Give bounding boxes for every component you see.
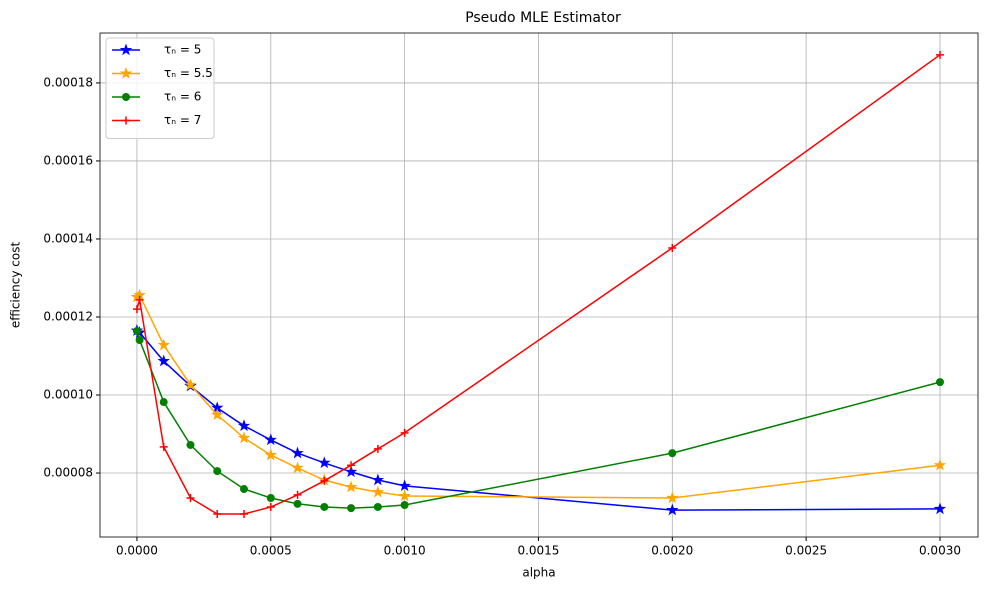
marker bbox=[933, 458, 947, 471]
marker bbox=[320, 502, 329, 511]
y-tick-label: 0.00012 bbox=[43, 309, 93, 323]
legend-marker bbox=[119, 43, 133, 56]
marker bbox=[344, 480, 358, 493]
marker bbox=[398, 479, 411, 492]
marker bbox=[186, 493, 195, 502]
marker bbox=[373, 444, 382, 453]
marker bbox=[293, 490, 302, 499]
legend-label: τₙ = 6 bbox=[164, 90, 201, 104]
x-tick-label: 0.0010 bbox=[384, 544, 426, 558]
marker bbox=[266, 502, 275, 511]
marker bbox=[211, 408, 224, 421]
x-tick-label: 0.0025 bbox=[785, 544, 827, 558]
marker bbox=[668, 243, 677, 252]
marker bbox=[320, 476, 329, 485]
marker bbox=[157, 338, 170, 351]
series-line bbox=[136, 293, 941, 499]
marker bbox=[293, 499, 302, 508]
marker bbox=[135, 295, 144, 304]
marker bbox=[132, 305, 141, 314]
legend-box bbox=[105, 37, 215, 139]
legend-marker bbox=[122, 116, 130, 125]
marker bbox=[666, 503, 679, 516]
marker bbox=[347, 504, 356, 513]
x-tick-label: 0.0000 bbox=[116, 544, 158, 558]
x-tick-label: 0.0005 bbox=[250, 544, 292, 558]
marker bbox=[237, 419, 251, 432]
marker bbox=[213, 509, 222, 518]
marker bbox=[398, 489, 411, 502]
x-tick-label: 0.0030 bbox=[919, 544, 961, 558]
legend-label: τₙ = 5 bbox=[164, 43, 201, 57]
marker bbox=[668, 449, 677, 458]
marker bbox=[186, 440, 195, 449]
y-tick-label: 0.00010 bbox=[43, 388, 93, 402]
marker bbox=[237, 431, 251, 444]
marker bbox=[264, 448, 277, 461]
marker bbox=[935, 378, 944, 387]
marker bbox=[266, 493, 275, 502]
y-axis-label: efficiency cost bbox=[9, 242, 23, 329]
chart-title: Pseudo MLE Estimator bbox=[465, 10, 621, 26]
legend-label: τₙ = 5.5 bbox=[164, 66, 213, 80]
marker bbox=[240, 485, 249, 494]
marker bbox=[318, 456, 331, 469]
marker bbox=[159, 398, 168, 407]
marker bbox=[371, 485, 384, 498]
marker bbox=[184, 378, 197, 391]
series-line bbox=[136, 54, 941, 515]
marker bbox=[291, 446, 304, 459]
legend-marker bbox=[119, 66, 133, 79]
marker bbox=[666, 491, 679, 504]
marker bbox=[400, 428, 409, 437]
y-tick-label: 0.00008 bbox=[43, 466, 93, 480]
legend-label: τₙ = 7 bbox=[164, 113, 201, 127]
marker bbox=[344, 465, 358, 478]
plot-frame bbox=[99, 32, 979, 538]
marker bbox=[400, 501, 409, 510]
marker bbox=[157, 354, 170, 367]
marker bbox=[240, 509, 249, 518]
marker bbox=[264, 433, 277, 446]
x-tick-label: 0.0015 bbox=[517, 544, 559, 558]
y-tick-label: 0.00014 bbox=[43, 231, 93, 245]
marker bbox=[135, 336, 144, 345]
marker bbox=[935, 50, 944, 59]
marker bbox=[132, 327, 141, 336]
marker bbox=[933, 502, 947, 515]
marker bbox=[291, 461, 304, 474]
marker bbox=[371, 473, 384, 486]
x-axis-label: alpha bbox=[522, 566, 555, 580]
marker bbox=[347, 461, 356, 470]
marker bbox=[213, 467, 222, 476]
y-tick-label: 0.00016 bbox=[43, 153, 93, 167]
marker bbox=[159, 442, 168, 451]
marker bbox=[373, 502, 382, 511]
y-tick-label: 0.00018 bbox=[43, 75, 93, 89]
legend-marker bbox=[122, 93, 130, 101]
x-tick-label: 0.0020 bbox=[651, 544, 693, 558]
